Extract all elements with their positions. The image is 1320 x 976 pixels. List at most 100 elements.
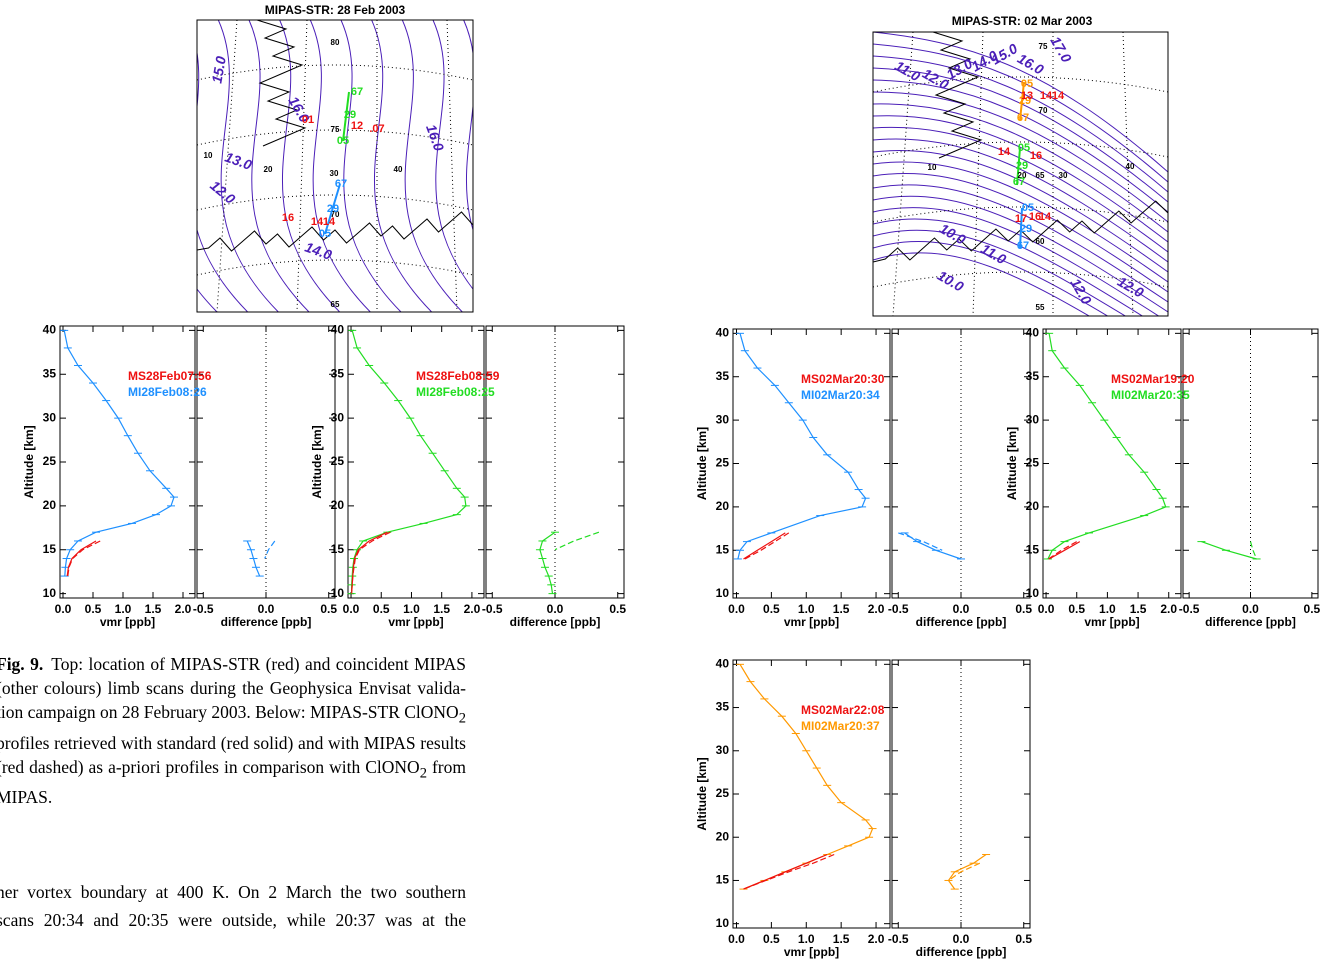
ms-apriori-profile bbox=[351, 531, 391, 594]
map-label: 20 bbox=[264, 165, 273, 174]
map-label: 67 bbox=[1017, 240, 1029, 252]
x-axis-label: difference [ppb] bbox=[510, 615, 601, 629]
y-tick-label: 15 bbox=[716, 542, 730, 556]
grid-meridian bbox=[446, 20, 458, 312]
y-tick-label: 40 bbox=[331, 323, 345, 337]
x-tick-label: 0.0 bbox=[953, 932, 970, 946]
map-title: MIPAS-STR: 02 Mar 2003 bbox=[952, 14, 1093, 28]
ms-apriori-profile bbox=[67, 540, 101, 577]
x-tick-label: -0.5 bbox=[193, 602, 214, 616]
map-label: 12.0 bbox=[1115, 273, 1147, 301]
map-body bbox=[873, 32, 1168, 316]
difference bbox=[539, 531, 556, 594]
grid-parallel bbox=[197, 64, 473, 81]
y-axis-label: Altitude [km] bbox=[1005, 427, 1019, 500]
grid-parallel bbox=[873, 206, 1168, 223]
x-tick-label: 2.0 bbox=[868, 602, 885, 616]
scan-track bbox=[342, 91, 350, 142]
map-label: 16 bbox=[1030, 150, 1042, 162]
map-label: 16 bbox=[282, 212, 294, 224]
x-tick-label: 1.5 bbox=[433, 602, 450, 616]
x-tick-label: 1.5 bbox=[833, 932, 850, 946]
caption-text: from bbox=[426, 756, 466, 777]
subscript: 2 bbox=[458, 710, 466, 727]
vmr-frame bbox=[732, 328, 891, 599]
map-label: 14 bbox=[311, 216, 324, 228]
map-label: 12.0 bbox=[207, 177, 238, 207]
map-label: 17 bbox=[1015, 213, 1027, 225]
contour bbox=[463, 20, 473, 232]
contour bbox=[873, 126, 1168, 253]
contour bbox=[873, 161, 1168, 283]
map-label: 67 bbox=[1013, 176, 1025, 188]
scan-track bbox=[1019, 207, 1023, 249]
x-tick-label: 0.0 bbox=[547, 602, 564, 616]
contour bbox=[873, 67, 1168, 203]
caption-text: tion campaign on 28 February 2003. Below… bbox=[0, 702, 459, 722]
contour bbox=[873, 91, 1168, 223]
y-tick-label: 30 bbox=[331, 410, 345, 424]
x-tick-label: 0.5 bbox=[1068, 602, 1085, 616]
vmr-frame bbox=[1042, 328, 1182, 599]
map-label: 10 bbox=[928, 163, 937, 172]
y-tick-label: 15 bbox=[1026, 542, 1040, 556]
contour bbox=[873, 79, 1168, 213]
contour bbox=[309, 20, 371, 312]
contour bbox=[873, 229, 1127, 316]
map-label: 12.0 bbox=[1067, 276, 1095, 308]
y-axis-label: Altitude [km] bbox=[22, 425, 36, 498]
map-label: 14 bbox=[1052, 90, 1065, 102]
y-tick-label: 30 bbox=[716, 743, 730, 757]
map-label: 67 bbox=[1017, 112, 1029, 124]
map-label: 75 bbox=[1039, 42, 1048, 51]
y-tick-label: 10 bbox=[716, 586, 730, 600]
grid-parallel bbox=[873, 271, 1168, 288]
x-tick-label: 1.0 bbox=[798, 602, 815, 616]
contour bbox=[873, 32, 1168, 173]
difference-apriori bbox=[1249, 541, 1258, 560]
x-tick-label: 0.5 bbox=[763, 932, 780, 946]
map-label: 30 bbox=[330, 169, 339, 178]
map-label: 05 bbox=[1018, 142, 1030, 154]
ms-profile bbox=[66, 540, 97, 577]
y-tick-label: 10 bbox=[331, 586, 345, 600]
map-frame bbox=[872, 31, 1169, 317]
map-label: 05 bbox=[319, 228, 331, 240]
contour bbox=[217, 20, 279, 312]
x-axis-label: difference [ppb] bbox=[916, 945, 1007, 959]
coastline bbox=[932, 32, 983, 159]
map-label: 17.0 bbox=[1047, 34, 1075, 66]
x-tick-label: 0.0 bbox=[1038, 602, 1055, 616]
y-tick-label: 15 bbox=[331, 542, 345, 556]
caption-line: profiles retrieved with standard (red so… bbox=[0, 731, 466, 755]
caption-text: profiles retrieved with standard (red so… bbox=[0, 732, 466, 753]
map-label: 40 bbox=[394, 165, 403, 174]
map-label: 70 bbox=[1039, 106, 1048, 115]
y-tick-label: 35 bbox=[331, 366, 345, 380]
x-axis-label: vmr [ppb] bbox=[784, 615, 839, 629]
x-tick-label: 1.0 bbox=[115, 602, 132, 616]
x-tick-label: 0.5 bbox=[1015, 602, 1032, 616]
map-label: 65 bbox=[1036, 171, 1045, 180]
map-label: 14 bbox=[1039, 211, 1052, 223]
x-tick-label: 0.5 bbox=[1015, 932, 1032, 946]
x-tick-label: 0.5 bbox=[85, 602, 102, 616]
x-axis-label: difference [ppb] bbox=[1205, 615, 1296, 629]
coastline bbox=[197, 211, 473, 252]
y-tick-label: 10 bbox=[716, 916, 730, 930]
caption-label: Fig. 9. bbox=[0, 654, 44, 674]
x-tick-label: 1.0 bbox=[1099, 602, 1116, 616]
coastline bbox=[256, 20, 307, 147]
map-label: 29 bbox=[1020, 223, 1032, 235]
map-label: 05 bbox=[337, 135, 349, 147]
ms-apriori-profile bbox=[743, 853, 835, 890]
map bbox=[872, 31, 1169, 317]
map-label: 15.0 bbox=[208, 55, 229, 85]
difference-apriori bbox=[948, 862, 981, 881]
y-tick-label: 40 bbox=[716, 326, 730, 340]
vmr-frame bbox=[347, 325, 485, 599]
x-axis-label: vmr [ppb] bbox=[388, 615, 443, 629]
grid-meridian bbox=[1122, 32, 1134, 316]
map-label: 80 bbox=[331, 38, 340, 47]
map-label: 67 bbox=[335, 178, 347, 190]
